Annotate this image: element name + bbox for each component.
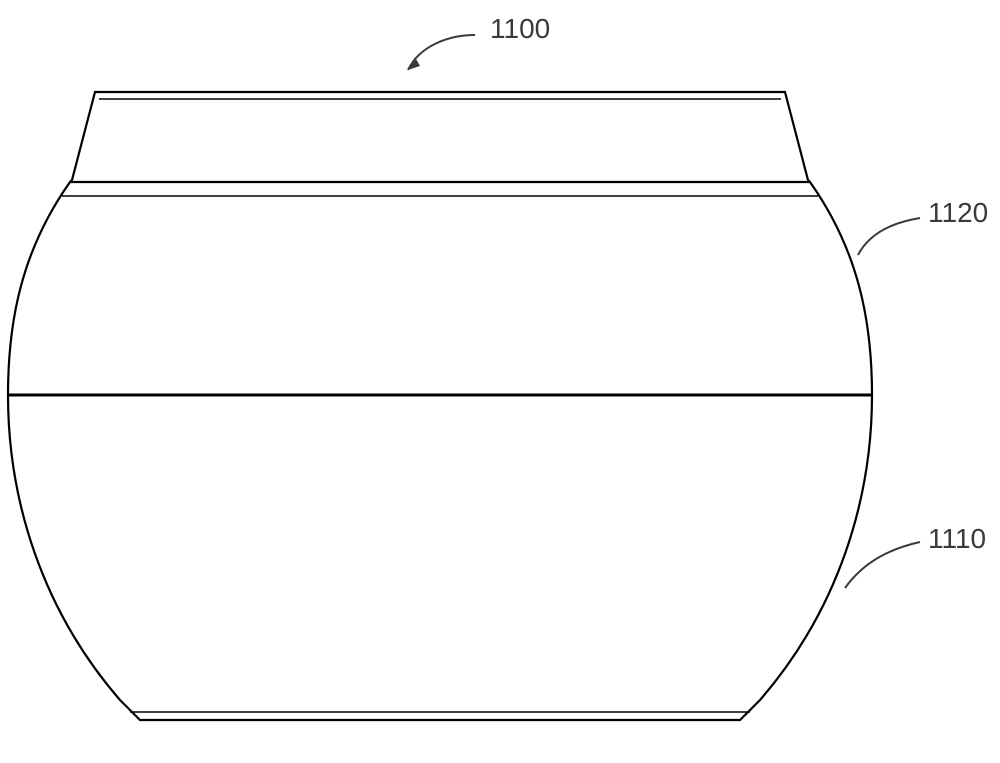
vessel-diagram: 1100 1120 1110: [0, 0, 1000, 763]
label-1100: 1100: [490, 13, 550, 44]
label-1120: 1120: [928, 197, 988, 228]
vessel-outline: [8, 92, 872, 720]
label-1100-group: 1100: [408, 13, 550, 70]
leader-1100-arrow: [408, 57, 420, 70]
leader-1110: [845, 542, 920, 588]
leader-1120: [858, 218, 920, 255]
label-1110-group: 1110: [845, 523, 986, 588]
label-1120-group: 1120: [858, 197, 988, 255]
label-1110: 1110: [928, 523, 986, 554]
